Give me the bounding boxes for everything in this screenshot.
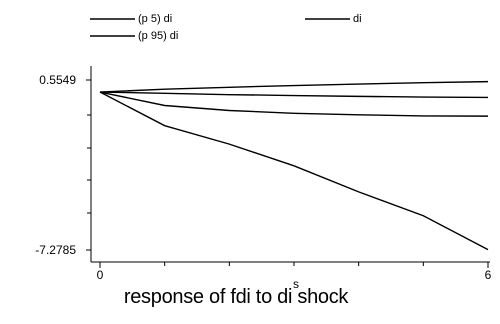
series-lines <box>99 80 489 251</box>
series-line-unlabeled <box>99 91 489 99</box>
legend-label: di <box>353 13 362 25</box>
axes: 0.5549 -7.2785 0 6 <box>35 66 492 282</box>
y-tick-label: -7.2785 <box>35 243 76 257</box>
legend: (p 5) di di (p 95) di <box>90 13 362 42</box>
y-tick-label: 0.5549 <box>39 73 76 87</box>
series-line-1 <box>99 91 489 117</box>
chart-caption: response of fdi to di shock <box>123 286 349 308</box>
x-axis-label: s <box>293 277 299 291</box>
legend-label: (p 5) di <box>138 13 172 25</box>
series-line-0 <box>99 91 489 251</box>
x-tick-label: 0 <box>97 268 104 282</box>
legend-label: (p 95) di <box>138 30 178 42</box>
x-tick-label: 6 <box>485 268 492 282</box>
series-line-2 <box>99 80 489 93</box>
